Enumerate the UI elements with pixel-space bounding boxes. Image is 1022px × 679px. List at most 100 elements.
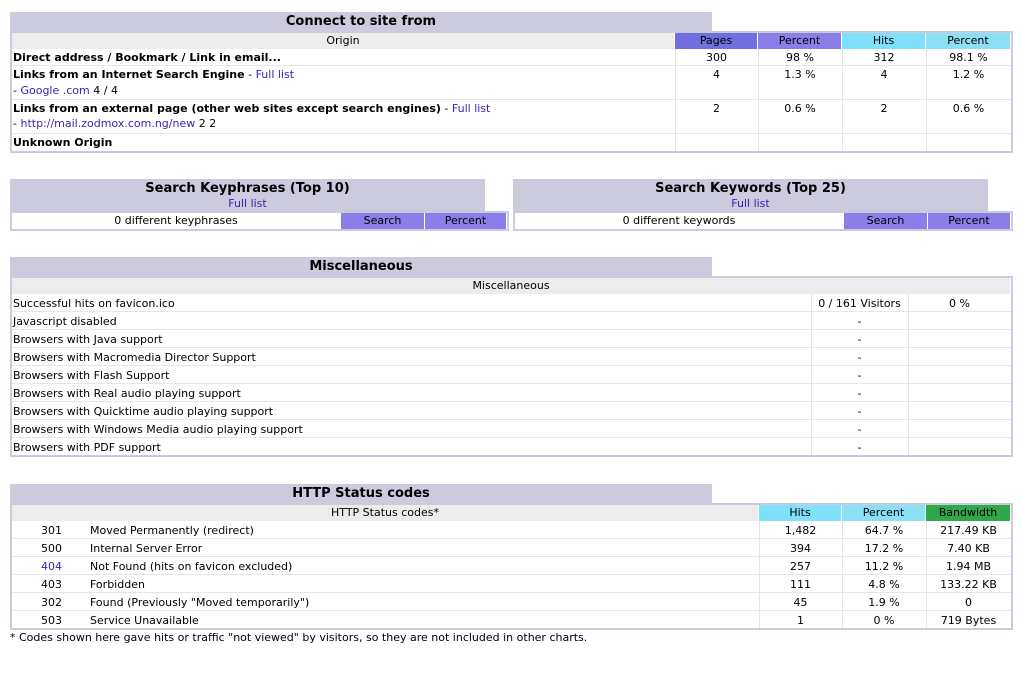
table-row: Links from an Internet Search Engine - F… bbox=[12, 66, 1011, 100]
table-row: Direct address / Bookmark / Link in emai… bbox=[12, 49, 1011, 66]
misc-header: Miscellaneous bbox=[12, 278, 1011, 294]
status-percent: 11.2 % bbox=[864, 560, 904, 573]
misc-table: Miscellaneous Successful hits on favicon… bbox=[10, 276, 1013, 457]
keywords-full-list-link[interactable]: Full list bbox=[731, 197, 770, 210]
status-code: 302 bbox=[41, 596, 62, 609]
keywords-count: 0 different keywords bbox=[515, 213, 844, 229]
connect-title: Connect to site from bbox=[10, 12, 712, 31]
referrer-link[interactable]: http://mail.zodmox.com.ng/new bbox=[20, 117, 196, 130]
status-code: 301 bbox=[41, 524, 62, 537]
status-percent: 64.7 % bbox=[864, 524, 904, 537]
table-row: Browsers with Quicktime audio playing su… bbox=[12, 402, 1011, 420]
table-row: 500 Internal Server Error 394 17.2 % 7.4… bbox=[12, 539, 1011, 557]
pages-value: 300 bbox=[706, 51, 727, 64]
pages-percent-value: 1.3 % bbox=[784, 68, 816, 81]
pages-value: 2 bbox=[713, 102, 720, 115]
http-table: HTTP Status codes* Hits Percent Bandwidt… bbox=[10, 503, 1013, 630]
misc-value: - bbox=[857, 405, 862, 418]
keyphrases-title-box: Search Keyphrases (Top 10) Full list bbox=[10, 179, 485, 211]
status-bandwidth: 719 Bytes bbox=[940, 614, 997, 627]
pages-percent-value: 98 % bbox=[786, 51, 814, 64]
misc-label: Javascript disabled bbox=[13, 315, 117, 328]
status-description: Service Unavailable bbox=[90, 614, 199, 627]
misc-percent: 0 % bbox=[949, 297, 970, 310]
http-bandwidth-header: Bandwidth bbox=[926, 505, 1011, 521]
misc-label: Browsers with Macromedia Director Suppor… bbox=[13, 351, 256, 364]
pages-percent-header: Percent bbox=[758, 33, 842, 49]
table-row: Unknown Origin bbox=[12, 134, 1011, 151]
http-percent-header: Percent bbox=[842, 505, 926, 521]
hits-header: Hits bbox=[842, 33, 926, 49]
status-description: Forbidden bbox=[90, 578, 145, 591]
keyphrases-table: 0 different keyphrases Search Percent bbox=[10, 211, 509, 231]
hits-percent-value: 1.2 % bbox=[952, 68, 985, 81]
origin-label: Links from an external page (other web s… bbox=[13, 102, 441, 115]
status-hits: 257 bbox=[790, 560, 811, 573]
misc-value: 0 / 161 Visitors bbox=[818, 297, 901, 310]
status-code: 403 bbox=[41, 578, 62, 591]
misc-value: - bbox=[857, 351, 862, 364]
pages-value: 4 bbox=[713, 68, 720, 81]
keywords-table: 0 different keywords Search Percent bbox=[513, 211, 1013, 231]
misc-value: - bbox=[857, 387, 862, 400]
status-code: 503 bbox=[41, 614, 62, 627]
table-row: Browsers with PDF support - bbox=[12, 438, 1011, 455]
table-row: Successful hits on favicon.ico 0 / 161 V… bbox=[12, 294, 1011, 312]
misc-value: - bbox=[857, 369, 862, 382]
http-footnote: * Codes shown here gave hits or traffic … bbox=[10, 631, 588, 644]
status-bandwidth: 0 bbox=[965, 596, 972, 609]
keywords-percent-header: Percent bbox=[928, 213, 1011, 229]
origin-label: Unknown Origin bbox=[13, 136, 113, 149]
origin-header: Origin bbox=[12, 33, 675, 49]
keywords-search-header: Search bbox=[844, 213, 928, 229]
status-code-404-link[interactable]: 404 bbox=[41, 560, 62, 573]
http-title: HTTP Status codes bbox=[10, 484, 712, 503]
status-percent: 1.9 % bbox=[868, 596, 900, 609]
hits-percent-value: 0.6 % bbox=[952, 102, 985, 115]
status-description: Found (Previously "Moved temporarily") bbox=[90, 596, 310, 609]
status-hits: 394 bbox=[790, 542, 811, 555]
google-link[interactable]: Google .com bbox=[20, 84, 90, 97]
misc-label: Browsers with Java support bbox=[13, 333, 163, 346]
status-percent: 0 % bbox=[873, 614, 895, 627]
http-codes-header: HTTP Status codes* bbox=[12, 505, 759, 521]
search-engines-full-list-link[interactable]: Full list bbox=[255, 68, 295, 81]
table-row: 302 Found (Previously "Moved temporarily… bbox=[12, 593, 1011, 611]
misc-label: Successful hits on favicon.ico bbox=[13, 297, 175, 310]
misc-value: - bbox=[857, 441, 862, 454]
pages-percent-value: 0.6 % bbox=[784, 102, 816, 115]
keywords-title: Search Keywords (Top 25) bbox=[655, 181, 846, 196]
table-row: Browsers with Macromedia Director Suppor… bbox=[12, 348, 1011, 366]
keyphrases-percent-header: Percent bbox=[425, 213, 507, 229]
pages-header: Pages bbox=[675, 33, 758, 49]
keywords-title-box: Search Keywords (Top 25) Full list bbox=[513, 179, 988, 211]
table-row: Browsers with Windows Media audio playin… bbox=[12, 420, 1011, 438]
external-pages-full-list-link[interactable]: Full list bbox=[451, 102, 491, 115]
connect-table: Origin Pages Percent Hits Percent Direct… bbox=[10, 31, 1013, 153]
table-row: Browsers with Real audio playing support… bbox=[12, 384, 1011, 402]
sub-value: 4 / 4 bbox=[93, 84, 118, 97]
table-row: 503 Service Unavailable 1 0 % 719 Bytes bbox=[12, 611, 1011, 628]
status-description: Moved Permanently (redirect) bbox=[90, 524, 254, 537]
hits-value: 2 bbox=[880, 102, 888, 115]
table-row: Browsers with Java support - bbox=[12, 330, 1011, 348]
status-hits: 45 bbox=[793, 596, 808, 609]
origin-label: Links from an Internet Search Engine bbox=[13, 68, 245, 81]
misc-label: Browsers with Flash Support bbox=[13, 369, 170, 382]
sub-value: 2 2 bbox=[198, 117, 217, 130]
status-hits: 1,482 bbox=[784, 524, 817, 537]
origin-label: Direct address / Bookmark / Link in emai… bbox=[13, 51, 281, 64]
hits-value: 4 bbox=[880, 68, 888, 81]
table-row: 404 Not Found (hits on favicon excluded)… bbox=[12, 557, 1011, 575]
hits-percent-value: 98.1 % bbox=[949, 51, 988, 64]
table-row: Links from an external page (other web s… bbox=[12, 100, 1011, 134]
misc-value: - bbox=[857, 315, 862, 328]
keyphrases-search-header: Search bbox=[341, 213, 425, 229]
keyphrases-full-list-link[interactable]: Full list bbox=[228, 197, 267, 210]
status-description: Not Found (hits on favicon excluded) bbox=[90, 560, 293, 573]
status-description: Internal Server Error bbox=[90, 542, 203, 555]
misc-value: - bbox=[857, 423, 862, 436]
status-hits: 1 bbox=[797, 614, 804, 627]
status-hits: 111 bbox=[790, 578, 811, 591]
keyphrases-title: Search Keyphrases (Top 10) bbox=[145, 181, 350, 196]
